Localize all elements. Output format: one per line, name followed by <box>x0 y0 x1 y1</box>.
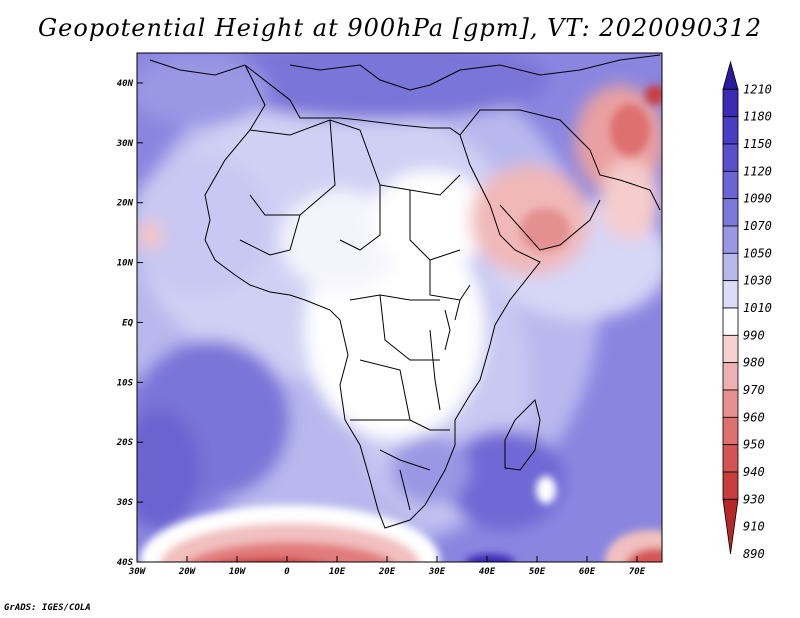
colorbar-swatch <box>722 444 739 473</box>
colorbar: 1210 1180 1150 1120 1090 1070 1050 1030 1010 990 9… <box>722 60 772 561</box>
madagascar-coastline <box>504 399 541 471</box>
lon-tick-label: 10W <box>229 567 247 577</box>
lon-tick-label: 20W <box>178 567 197 577</box>
lat-tick-label: 40N <box>117 79 134 89</box>
colorbar-label: 970 <box>743 383 765 397</box>
colorbar-swatch <box>722 225 739 254</box>
lon-tick-label: 10E <box>329 567 346 577</box>
colorbar-label: 960 <box>743 410 765 424</box>
lat-tick-label: 40S <box>117 558 134 568</box>
colorbar-swatch <box>722 471 739 500</box>
colorbar-swatch <box>722 307 739 336</box>
lon-tick-label: 20E <box>378 567 396 577</box>
lat-tick-label: 10N <box>117 259 134 269</box>
lat-tick-label: 20S <box>116 438 134 448</box>
colorbar-swatch <box>722 198 739 227</box>
arabia-coastline <box>459 109 661 251</box>
lon-tick-label: 0 <box>284 567 290 577</box>
lat-tick-label: 30N <box>116 139 134 149</box>
colorbar-label: 1070 <box>743 219 772 233</box>
lon-tick-label: 60E <box>579 567 596 577</box>
colorbar-label: 1150 <box>743 137 772 151</box>
lon-tick-label: 70E <box>629 567 646 577</box>
map-title: Geopotential Height at 900hPa [gpm], VT:… <box>38 14 762 42</box>
colorbar-label: 940 <box>743 465 765 479</box>
colorbar-label: 1010 <box>743 301 772 315</box>
lat-tick-label: 10S <box>117 378 134 388</box>
colorbar-label: 1090 <box>743 192 772 206</box>
plot-frame <box>136 52 663 563</box>
latitude-axis: 40N 30N 20N 10N EQ 10S 20S 30S 40S <box>116 79 143 568</box>
colorbar-swatch <box>722 362 739 391</box>
colorbar-label: 1120 <box>743 164 772 178</box>
lakes <box>429 299 461 411</box>
colorbar-swatch <box>722 170 739 200</box>
colorbar-swatch <box>722 334 739 364</box>
lat-tick-label: EQ <box>122 318 133 328</box>
lon-tick-label: 30E <box>428 567 446 577</box>
colorbar-label: 910 <box>743 520 765 534</box>
colorbar-swatch <box>722 389 739 418</box>
lat-tick-label: 20N <box>116 199 134 209</box>
colorbar-label: 1210 <box>743 82 772 96</box>
colorbar-label: 890 <box>743 547 765 561</box>
colorbar-swatch <box>722 116 739 145</box>
colorbar-label: 1030 <box>743 274 772 288</box>
height-field <box>137 53 662 562</box>
coastlines <box>149 54 661 529</box>
lon-tick-label: 30W <box>128 567 147 577</box>
colorbar-swatch <box>722 143 739 172</box>
colorbar-top-arrow <box>722 60 739 90</box>
colorbar-label: 1180 <box>743 110 772 124</box>
borders-south <box>349 294 450 511</box>
europe-coastline <box>149 54 661 91</box>
grads-credit: GrADS: IGES/COLA <box>4 603 91 613</box>
africa-coastline <box>204 64 541 529</box>
borders-north <box>239 119 471 301</box>
lon-tick-label: 40E <box>479 567 496 577</box>
colorbar-swatch <box>722 280 739 309</box>
colorbar-label: 930 <box>743 492 765 506</box>
colorbar-swatch <box>722 416 739 446</box>
colorbar-label: 980 <box>743 356 765 370</box>
colorbar-swatch <box>722 252 739 282</box>
colorbar-label: 1050 <box>743 246 772 260</box>
colorbar-bottom-arrow <box>722 498 739 555</box>
colorbar-swatch <box>722 88 739 118</box>
longitude-axis: 30W 20W 10W 0 10E 20E 30E 40E 50E 60E 70E <box>128 556 646 577</box>
colorbar-label: 950 <box>743 438 765 452</box>
lon-tick-label: 50E <box>529 567 546 577</box>
lat-tick-label: 30S <box>116 498 134 508</box>
colorbar-label: 990 <box>743 328 765 342</box>
